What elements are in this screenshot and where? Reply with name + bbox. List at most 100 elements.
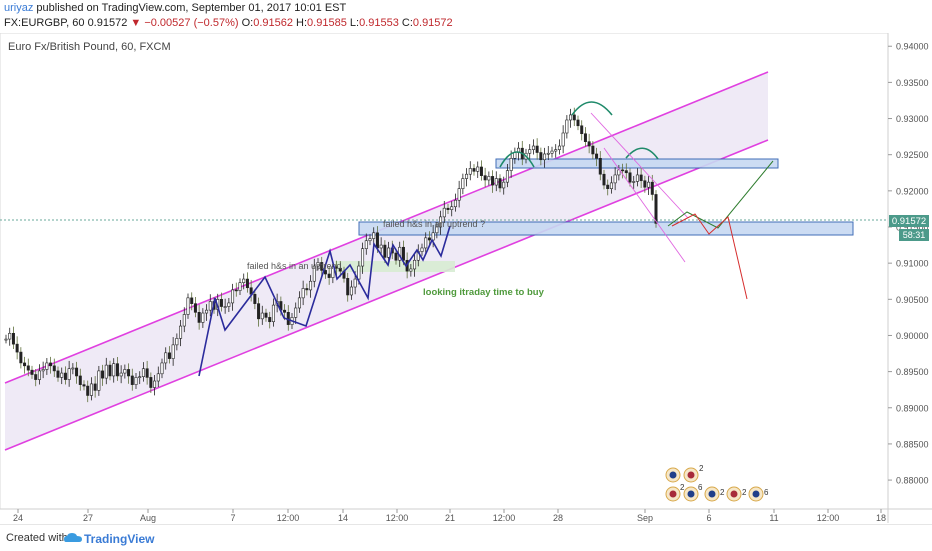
candle-body xyxy=(546,152,550,155)
candle-body xyxy=(186,297,190,315)
candle-body xyxy=(41,369,45,372)
eu-flag-icon xyxy=(687,490,695,498)
candle-body xyxy=(208,301,212,311)
candle-body xyxy=(201,312,205,323)
candle-body xyxy=(509,158,513,171)
projection-bearish-path[interactable] xyxy=(671,213,748,300)
candle-body xyxy=(379,244,383,249)
chart-frame[interactable]: Euro Fx/British Pound, 60, FXCM failed h… xyxy=(0,32,932,523)
candle-body xyxy=(123,369,127,374)
candle-body xyxy=(175,338,179,346)
candle-body xyxy=(134,377,138,385)
countdown-tag xyxy=(899,229,929,241)
y-tick-label: 0.93000 xyxy=(896,114,929,124)
candle-body xyxy=(338,267,342,272)
candle-body xyxy=(502,181,506,189)
candle-body xyxy=(93,383,97,391)
y-tick-label: 0.89500 xyxy=(896,367,929,377)
candle-body xyxy=(632,181,636,183)
descending-guide-upper xyxy=(590,112,689,219)
candle-body xyxy=(223,306,227,308)
candle-body xyxy=(305,288,309,291)
price-change: ▼ −0.00527 (−0.57%) xyxy=(130,17,239,29)
annotation-intraday-buy[interactable]: looking itraday time to buy xyxy=(423,287,545,298)
head-shoulders-right-arc[interactable] xyxy=(625,147,659,160)
annotation-failed-hs-2[interactable]: failed h&s in an uptrend ? xyxy=(383,219,485,229)
candle-body xyxy=(320,262,324,271)
y-tick-label: 0.88500 xyxy=(896,439,929,449)
candle-body xyxy=(439,216,443,228)
candle-body xyxy=(182,314,186,327)
candle-body xyxy=(160,362,164,375)
candle-body xyxy=(361,248,365,267)
candle-body xyxy=(75,367,79,377)
event-count-6: 6 xyxy=(764,488,769,497)
candle-body xyxy=(97,370,101,391)
uk-flag-icon xyxy=(687,471,695,479)
head-shoulders-head-arc[interactable] xyxy=(571,101,613,116)
candle-body xyxy=(595,153,599,159)
candle-body xyxy=(624,170,628,174)
candle-body xyxy=(86,385,90,396)
high-label: H: xyxy=(296,17,308,29)
last-price-tag xyxy=(889,215,929,227)
candle-body xyxy=(283,309,287,313)
candle-body xyxy=(513,152,517,159)
candle-body xyxy=(231,289,235,304)
candle-body xyxy=(613,174,617,184)
candle-body xyxy=(413,259,417,270)
candle-body xyxy=(294,307,298,318)
channel-lower-line[interactable] xyxy=(4,139,769,451)
close-label: C: xyxy=(401,17,413,29)
candle-body xyxy=(15,343,19,353)
open-label: O: xyxy=(241,17,254,29)
time-axis[interactable]: 24 27 Aug 7 12:00 14 12:00 21 12:00 28 Sep 6 11 12:00… xyxy=(13,509,886,523)
candle-body xyxy=(257,303,261,320)
x-tick-label: 12:00 xyxy=(386,513,409,523)
price-axis[interactable]: 0.94000 0.93500 0.93000 0.92500 0.92000 0.915… xyxy=(888,42,929,486)
candle-body xyxy=(323,270,327,275)
candle-body xyxy=(271,304,275,323)
close-value: 0.91572 xyxy=(412,17,453,29)
candle-body xyxy=(476,166,480,172)
candle-body xyxy=(268,317,272,323)
candle-body xyxy=(576,119,580,127)
candle-body xyxy=(535,145,539,153)
tradingview-brand-link[interactable]: TradingView xyxy=(84,532,155,546)
candle-body xyxy=(30,369,34,375)
candle-body xyxy=(505,170,509,183)
head-shoulders-left-arc[interactable] xyxy=(499,151,535,168)
annotation-failed-hs-1[interactable]: failed h&s in an uptrend xyxy=(247,261,342,271)
candle-body xyxy=(591,145,595,155)
candle-body xyxy=(297,297,301,309)
candle-body xyxy=(401,246,405,261)
low-value: 0.91553 xyxy=(359,17,399,29)
symbol-label[interactable]: FX:EURGBP, 60 xyxy=(4,17,85,29)
event-icons[interactable]: 2 2 6 2 2 6 xyxy=(665,464,769,502)
candle-body xyxy=(461,178,465,189)
candle-body xyxy=(609,182,613,189)
candle-body xyxy=(628,172,632,183)
candle-body xyxy=(67,368,71,380)
publish-info: published on TradingView.com, September … xyxy=(36,2,347,14)
candle-body xyxy=(346,278,350,296)
candle-body xyxy=(565,119,569,134)
wave-pattern-path[interactable] xyxy=(198,225,451,377)
author-link[interactable]: uriyaz xyxy=(4,2,34,14)
tradingview-cloud-icon xyxy=(64,533,82,542)
candle-body xyxy=(539,152,543,161)
projection-bullish-path[interactable] xyxy=(667,160,774,229)
candle-body xyxy=(34,374,38,380)
consolidation-zone[interactable] xyxy=(335,261,455,272)
candle-body xyxy=(234,289,238,292)
resistance-zone-upper[interactable] xyxy=(495,158,779,169)
candle-body xyxy=(598,158,602,175)
candle-body xyxy=(487,176,491,181)
candle-body xyxy=(104,364,108,379)
candle-body xyxy=(156,373,160,382)
candle-body xyxy=(89,383,93,396)
price-chart[interactable]: Euro Fx/British Pound, 60, FXCM failed h… xyxy=(0,32,932,523)
y-tick-label: 0.91500 xyxy=(896,223,929,233)
candle-body xyxy=(167,352,171,359)
candle-body xyxy=(127,369,131,377)
